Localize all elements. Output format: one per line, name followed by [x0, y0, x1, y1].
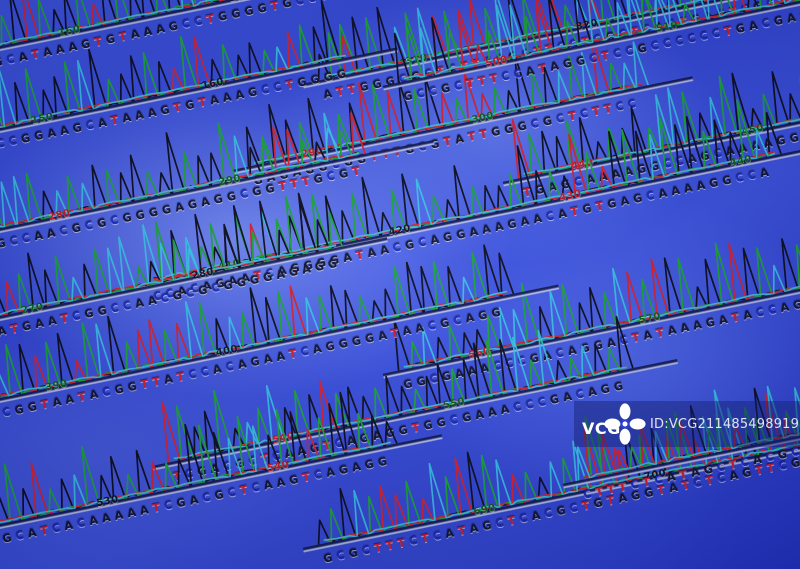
vcg-flower-logo-icon	[604, 403, 646, 445]
watermark-id: ID:VCG211485498919	[650, 416, 800, 432]
watermark-brand: VCG	[582, 419, 621, 438]
watermark: VCG ID:VCG211485498919	[574, 401, 800, 447]
vcg-logo: VCG	[574, 401, 646, 447]
